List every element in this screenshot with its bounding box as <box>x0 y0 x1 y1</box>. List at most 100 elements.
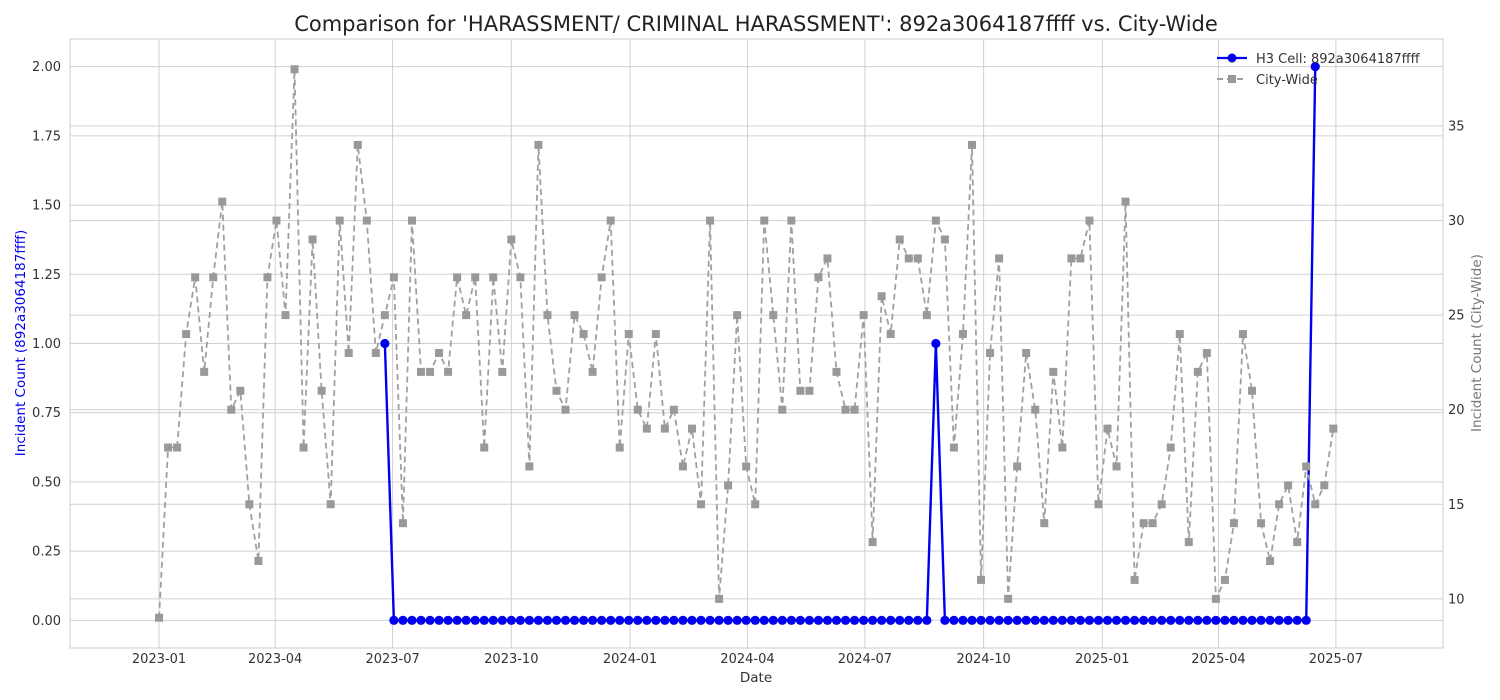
city-wide-point <box>760 216 769 225</box>
h3-cell-point <box>642 615 652 625</box>
city-wide-point <box>254 557 263 565</box>
h3-cell-point <box>578 615 589 625</box>
h3-cell-point <box>687 615 697 625</box>
city-wide-point <box>1085 216 1094 225</box>
city-wide-point <box>155 613 164 622</box>
city-wide-point <box>687 424 696 433</box>
city-wide-point <box>1311 500 1320 509</box>
y-left-tick-label: 1.25 <box>32 268 61 283</box>
city-wide-point <box>1229 519 1238 528</box>
h3-cell-point <box>750 615 760 625</box>
city-wide-point <box>651 330 660 339</box>
x-axis-label: Date <box>740 670 772 686</box>
city-wide-point <box>579 330 588 339</box>
city-wide-point <box>624 330 633 339</box>
x-tick-label: 2023-01 <box>132 652 186 667</box>
city-wide-point <box>1184 538 1193 547</box>
h3-cell-point <box>1066 615 1076 625</box>
legend-label-h3: H3 Cell: 892a3064187ffff <box>1256 52 1421 67</box>
h3-cell-point <box>777 615 787 625</box>
x-tick-label: 2024-04 <box>720 652 774 667</box>
city-wide-point <box>1031 405 1040 414</box>
h3-cell-point <box>1202 615 1212 625</box>
city-wide-point <box>435 348 444 357</box>
city-wide-point <box>922 311 931 320</box>
city-wide-point <box>1067 254 1076 263</box>
city-wide-point <box>1238 330 1247 339</box>
h3-cell-point <box>1301 615 1311 625</box>
h3-cell-point <box>479 615 489 625</box>
h3-cell-point <box>786 615 796 625</box>
city-wide-point <box>814 273 823 282</box>
city-wide-point <box>299 443 308 452</box>
h3-cell-point <box>1274 615 1284 625</box>
h3-cell-point <box>958 615 968 625</box>
h3-cell-point <box>768 615 778 625</box>
h3-cell-point <box>1139 615 1149 625</box>
h3-cell-point <box>1292 615 1302 625</box>
city-wide-point <box>1284 481 1293 490</box>
city-wide-point <box>1058 443 1067 452</box>
h3-cell-point <box>416 615 426 625</box>
city-wide-point <box>787 216 796 225</box>
h3-cell-point <box>1265 615 1275 625</box>
city-wide-point <box>525 462 534 471</box>
city-wide-point <box>173 443 182 452</box>
legend-marker-citywide <box>1228 75 1236 83</box>
y-axis-left: 0.00 0.25 0.50 0.75 1.00 1.25 1.50 1.75 2.00 <box>32 60 61 629</box>
legend: H3 Cell: 892a3064187ffff City-Wide <box>1217 52 1421 88</box>
city-wide-point <box>308 235 317 244</box>
h3-cell-point <box>651 615 661 625</box>
series-layer <box>155 62 1338 625</box>
city-wide-point <box>507 235 516 244</box>
h3-cell-point <box>560 615 571 625</box>
h3-cell-point <box>804 615 815 625</box>
city-wide-point <box>751 500 760 509</box>
city-wide-point <box>588 367 597 376</box>
h3-cell-point <box>398 615 408 625</box>
series-city-wide <box>155 65 1338 622</box>
h3-cell-point <box>822 615 833 625</box>
city-wide-point <box>416 367 425 376</box>
y-left-tick-label: 1.75 <box>32 129 61 144</box>
city-wide-point <box>426 367 435 376</box>
h3-cell-point <box>1102 615 1113 625</box>
x-tick-label: 2025-01 <box>1075 652 1129 667</box>
legend-label-citywide: City-Wide <box>1256 73 1318 88</box>
h3-cell-point <box>1184 615 1194 625</box>
h3-cell-point <box>868 615 878 625</box>
h3-cell-point <box>985 615 995 625</box>
h3-cell-point <box>1012 615 1022 625</box>
city-wide-point <box>1193 367 1202 376</box>
city-wide-point <box>209 273 218 282</box>
h3-cell-point <box>470 615 480 625</box>
city-wide-point <box>1248 386 1257 395</box>
city-wide-point <box>462 311 471 320</box>
h3-cell-point <box>660 615 670 625</box>
h3-cell-point <box>714 615 724 625</box>
y-left-tick-label: 1.50 <box>32 199 61 214</box>
h3-cell-point <box>1256 615 1266 625</box>
city-wide-point <box>326 500 335 509</box>
series-h3-cell <box>380 62 1320 625</box>
city-wide-point <box>859 311 868 320</box>
city-wide-point <box>678 462 687 471</box>
y-left-tick-label: 2.00 <box>32 60 61 75</box>
y-axis-left-label: Incident Count (892a3064187ffff) <box>13 230 29 456</box>
city-wide-point <box>967 140 976 149</box>
h3-cell-point <box>940 615 950 625</box>
h3-cell-point <box>1175 615 1185 625</box>
city-wide-point <box>489 273 498 282</box>
x-tick-label: 2023-07 <box>365 652 419 667</box>
h3-cell-point <box>759 615 769 625</box>
h3-cell-point <box>913 615 923 625</box>
city-wide-point <box>733 311 742 320</box>
city-wide-point <box>471 273 480 282</box>
city-wide-point <box>344 348 353 357</box>
x-tick-label: 2024-01 <box>603 652 657 667</box>
city-wide-point <box>913 254 922 263</box>
city-wide-point <box>353 140 362 149</box>
city-wide-point <box>444 367 453 376</box>
y-left-tick-label: 0.25 <box>32 545 61 560</box>
city-wide-point <box>182 330 191 339</box>
